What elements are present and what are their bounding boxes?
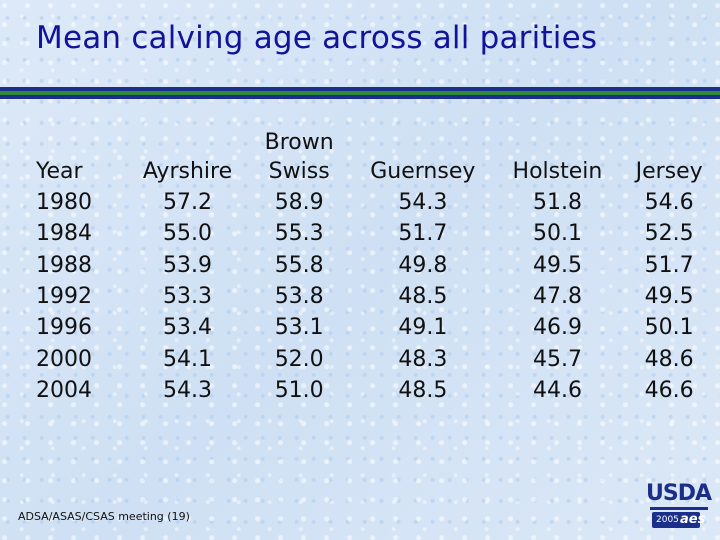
logo-underline [650, 507, 708, 510]
guernsey-cell: 54.3 [398, 190, 448, 216]
guernsey-cell: 51.7 [398, 221, 448, 247]
brown-swiss-cell: 51.0 [274, 377, 324, 403]
table-row: 1984 55.0 55.3 51.7 50.1 52.5 [24, 218, 720, 249]
jersey-cell: 49.5 [644, 284, 694, 310]
jersey-cell: 50.1 [644, 315, 694, 341]
table-row: 1992 53.3 53.8 48.5 47.8 49.5 [24, 281, 720, 312]
holstein-cell: 47.8 [532, 284, 582, 310]
brown-swiss-cell: 58.9 [274, 190, 324, 216]
column-header-ayrshire: Ayrshire [142, 159, 233, 184]
ayrshire-cell: 53.9 [163, 252, 212, 278]
holstein-cell: 46.9 [532, 315, 582, 341]
calving-age-table: Year Ayrshire Brown Swiss Guernsey Holst… [24, 124, 720, 406]
title-divider [0, 87, 720, 99]
brown-swiss-cell: 55.8 [274, 252, 324, 278]
logo-badge [652, 512, 700, 528]
jersey-cell: 46.6 [644, 377, 694, 403]
column-header-year: Year [36, 159, 83, 184]
jersey-cell: 52.5 [644, 221, 694, 247]
guernsey-cell: 48.5 [398, 284, 448, 310]
column-header-jersey: Jersey [635, 159, 703, 184]
usda-logo-text: USDA [646, 481, 712, 506]
slide-footer: ADSA/ASAS/CSAS meeting (19) [18, 510, 190, 523]
jersey-cell: 51.7 [644, 252, 694, 278]
holstein-cell: 49.5 [532, 252, 582, 278]
jersey-cell: 48.6 [644, 346, 694, 372]
table-row: 1980 57.2 58.9 54.3 51.8 54.6 [24, 187, 720, 218]
holstein-cell: 50.1 [532, 221, 582, 247]
jersey-cell: 54.6 [644, 190, 694, 216]
logo-year: 2005 [656, 515, 679, 525]
table-row: 1996 53.4 53.1 49.1 46.9 50.1 [24, 312, 720, 343]
ayrshire-cell: 55.0 [163, 221, 212, 247]
guernsey-cell: 49.1 [398, 315, 448, 341]
holstein-cell: 44.6 [532, 377, 582, 403]
holstein-cell: 51.8 [532, 190, 582, 216]
ayrshire-cell: 54.1 [163, 346, 212, 372]
column-header-guernsey: Guernsey [370, 159, 476, 184]
year-cell: 1984 [36, 221, 92, 247]
holstein-cell: 45.7 [532, 346, 582, 372]
column-header-brown-swiss: Brown Swiss [264, 130, 334, 184]
brown-swiss-cell: 55.3 [274, 221, 324, 247]
year-cell: 1992 [36, 284, 92, 310]
year-cell: 1988 [36, 252, 92, 278]
year-cell: 2004 [36, 377, 92, 403]
table-row: 2004 54.3 51.0 48.5 44.6 46.6 [24, 375, 720, 406]
table-header-row: Year Ayrshire Brown Swiss Guernsey Holst… [24, 124, 720, 187]
ayrshire-cell: 53.3 [163, 284, 212, 310]
ayrshire-cell: 54.3 [163, 377, 212, 403]
brown-swiss-cell: 53.1 [274, 315, 324, 341]
brown-swiss-cell: 53.8 [274, 284, 324, 310]
table-row: 2000 54.1 52.0 48.3 45.7 48.6 [24, 343, 720, 374]
guernsey-cell: 49.8 [398, 252, 448, 278]
year-cell: 1996 [36, 315, 92, 341]
year-cell: 2000 [36, 346, 92, 372]
table-row: 1988 53.9 55.8 49.8 49.5 51.7 [24, 250, 720, 281]
aes-mark: aes [680, 512, 706, 527]
guernsey-cell: 48.3 [398, 346, 448, 372]
year-cell: 1980 [36, 190, 92, 216]
brown-swiss-cell: 52.0 [274, 346, 324, 372]
slide-title: Mean calving age across all parities [36, 20, 598, 56]
ayrshire-cell: 57.2 [163, 190, 212, 216]
guernsey-cell: 48.5 [398, 377, 448, 403]
ayrshire-cell: 53.4 [163, 315, 212, 341]
column-header-holstein: Holstein [512, 159, 603, 184]
usda-aes-logo: USDA 2005 aes [646, 481, 712, 528]
